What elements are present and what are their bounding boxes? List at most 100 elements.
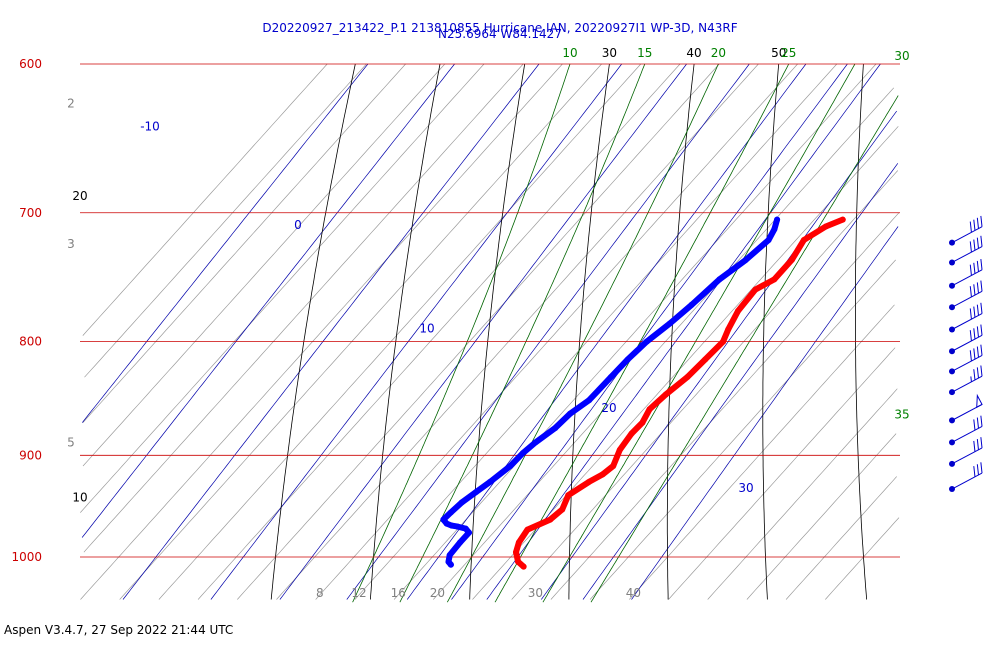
wind-barb — [949, 259, 983, 289]
isotherm-line — [825, 517, 900, 600]
wind-barb-feather — [973, 219, 976, 231]
moist-adiabat-label: 25 — [781, 46, 796, 60]
wind-barb-feather — [973, 419, 976, 431]
temperature-profile-point — [800, 236, 807, 243]
moist-adiabat-label: 15 — [637, 46, 652, 60]
pressure-label: 700 — [19, 206, 42, 220]
wind-barb-shaft — [951, 334, 983, 352]
moist-adiabat-label: 35 — [894, 408, 909, 422]
dry-adiabat-line — [469, 63, 526, 600]
temperature-profile-point — [720, 338, 727, 345]
temperature-profile-point — [684, 374, 691, 381]
wind-barb-feather — [969, 330, 972, 341]
isotherm-line — [668, 347, 896, 600]
wind-barb-feather — [980, 235, 983, 247]
isotherm-lines — [80, 63, 900, 600]
isotherm-line — [119, 63, 602, 600]
temperature-label: 30 — [528, 586, 543, 600]
pressure-label: 1000 — [11, 550, 42, 564]
wind-barb-feather — [973, 262, 976, 274]
chart-title-line1: D20220927_213422_P.1 213810855 Hurricane… — [262, 21, 737, 35]
isotherm-line — [589, 259, 896, 600]
wind-barb — [949, 344, 983, 375]
isotherm-line — [354, 63, 838, 600]
dewpoint-profile-point — [446, 552, 453, 559]
pressure-label: 900 — [19, 448, 42, 462]
dry-adiabat-line — [568, 63, 610, 600]
temperature-profile-point — [752, 286, 759, 293]
moist-adiabat-lines — [352, 63, 899, 603]
temperature-profile-point — [515, 558, 522, 565]
temperature-profile-point — [628, 430, 635, 437]
dewpoint-profile-point — [440, 516, 447, 523]
dry-adiabat-label: 20 — [72, 189, 87, 203]
chart-title-line2: N25.6964 W84.1427 — [438, 27, 562, 41]
isotherm-line — [84, 63, 367, 378]
wind-barbs — [949, 215, 983, 493]
wind-barb-feather — [976, 346, 979, 358]
isotherm-line — [82, 63, 406, 423]
dry-adiabat-label: 40 — [686, 46, 701, 60]
moist-adiabat-line — [399, 63, 646, 603]
dry-adiabat-line — [370, 63, 441, 600]
dewpoint-profile-point — [774, 216, 781, 223]
dry-adiabat-line — [270, 63, 356, 600]
wind-barb-feather — [969, 350, 972, 362]
wind-barb-feather — [969, 241, 972, 253]
wind-barb-shaft — [951, 226, 983, 244]
moist-adiabat-label: 20 — [711, 46, 726, 60]
isotherm-line — [472, 126, 899, 600]
isotherm-line — [83, 63, 524, 553]
wind-barb-shaft — [951, 313, 983, 330]
mixing-ratio-label: 5 — [67, 435, 75, 449]
isotherm-line — [746, 433, 897, 600]
temperature-profile-point — [725, 326, 732, 333]
dewpoint-profile-point — [667, 320, 674, 327]
wind-barb-feather — [980, 344, 983, 356]
wind-barb — [949, 324, 983, 355]
wind-barb — [949, 365, 983, 396]
mixing-ratio-label: 30 — [738, 481, 753, 495]
wind-barb-feather — [969, 221, 972, 233]
wind-barb-shaft — [951, 354, 983, 372]
isotherm-line — [629, 304, 895, 600]
temperature-profile-point — [565, 492, 572, 499]
wind-barb-shaft — [951, 472, 983, 490]
mixing-ratio-label: 0 — [294, 218, 302, 232]
wind-barb — [949, 437, 983, 467]
wind-barb-feather — [973, 369, 976, 381]
wind-barb-feather — [973, 466, 976, 477]
isotherm-line — [550, 212, 900, 600]
dewpoint-profile-point — [567, 410, 574, 417]
wind-barb-feather — [976, 282, 979, 294]
dewpoint-profile-point — [507, 462, 514, 469]
dewpoint-profile-point — [552, 425, 559, 432]
temperature-label: 20 — [430, 586, 445, 600]
wind-barb — [949, 393, 983, 424]
wind-barb-feather — [973, 284, 976, 296]
mixing-ratio-line — [631, 226, 899, 600]
mixing-ratio-line — [486, 63, 881, 600]
temperature-profile-point — [610, 462, 617, 469]
wind-barb-feather — [980, 215, 983, 227]
wind-barb — [949, 462, 983, 493]
wind-barb-feather — [980, 280, 983, 292]
isotherm-line — [158, 63, 642, 600]
temperature-profile-point — [520, 563, 527, 570]
wind-barb-feather — [969, 286, 972, 297]
temperature-profile-point — [734, 308, 741, 315]
isotherm-line — [80, 63, 563, 600]
moist-adiabat-line — [446, 63, 719, 603]
mixing-ratio-line — [210, 63, 622, 600]
mixing-ratio-label: 3 — [67, 237, 75, 251]
dewpoint-profile-point — [462, 525, 469, 532]
wind-barb — [949, 215, 983, 246]
dewpoint-profile-point — [765, 236, 772, 243]
isotherm-line — [80, 63, 485, 513]
wind-barb-feather — [980, 324, 983, 336]
mixing-ratio-line — [82, 63, 369, 423]
pressure-label: 600 — [19, 57, 42, 71]
mixing-ratio-line — [582, 163, 899, 600]
mixing-ratio-label: -10 — [140, 119, 160, 133]
